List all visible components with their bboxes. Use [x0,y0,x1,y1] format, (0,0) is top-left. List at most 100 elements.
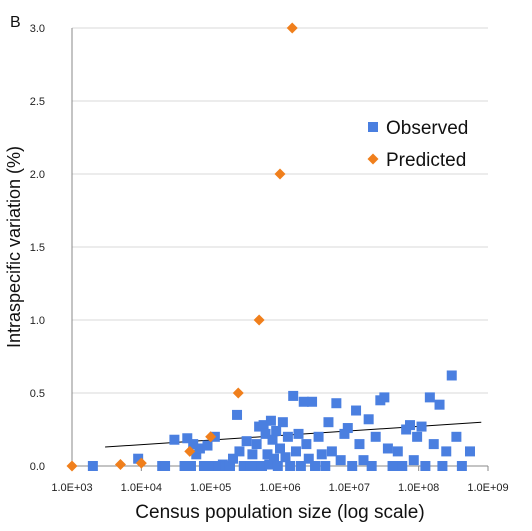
observed-point [370,431,381,442]
observed-point [293,428,304,439]
observed-point [392,446,403,457]
observed-point [339,428,350,439]
observed-point [182,433,193,444]
observed-point [224,461,235,471]
observed-point [397,461,408,471]
observed-point [298,396,309,407]
observed-point [202,440,213,451]
observed-point [249,461,260,471]
x-tick-label: 1.0E+07 [329,482,370,494]
observed-point [285,461,296,471]
observed-point [198,461,209,471]
observed-point [179,461,190,471]
observed-point [160,461,171,471]
observed-point [251,439,262,450]
data-points [66,22,475,472]
observed-point [316,449,327,460]
observed-point [363,414,374,425]
observed-point [412,431,423,442]
y-tick-label: 3.0 [30,23,45,35]
predicted-point [66,460,78,472]
y-tick-label: 2.5 [30,96,45,108]
observed-point [342,423,353,434]
y-tick-label: 1.5 [30,242,45,254]
observed-point [290,446,301,457]
y-tick-label: 1.0 [30,315,45,327]
observed-point [241,436,252,447]
observed-point [269,453,280,464]
observed-point [238,461,249,471]
y-tick-label: 0.0 [30,461,45,473]
legend: Observed Predicted [367,118,468,171]
x-tick-labels: 1.0E+03 1.0E+04 1.0E+05 1.0E+06 1.0E+07 1.0E+… [51,466,509,494]
observed-point [256,461,267,471]
legend-predicted-marker [367,153,379,165]
x-tick-label: 1.0E+08 [398,482,439,494]
observed-point [382,443,393,454]
panel-label: B [10,14,21,31]
observed-point [295,461,306,471]
observed-point [188,439,199,450]
observed-point [277,417,288,428]
observed-point [351,405,362,416]
observed-point [446,370,457,381]
y-tick-label: 2.0 [30,169,45,181]
observed-point [301,439,312,450]
observed-point [347,461,358,471]
observed-point [303,453,314,464]
observed-point [264,459,275,470]
observed-point [358,455,369,466]
observed-point [335,455,346,466]
observed-point [234,446,245,457]
observed-point [87,461,98,471]
observed-point [424,392,435,403]
observed-point [280,452,291,463]
predicted-point [114,459,126,471]
predicted-point [135,457,147,469]
x-tick-label: 1.0E+04 [121,482,162,494]
observed-point [464,446,475,457]
observed-point [437,461,448,471]
observed-point [194,443,205,454]
observed-point [265,415,276,426]
predicted-point [232,387,244,399]
gridlines [72,27,488,394]
observed-point [313,431,324,442]
x-axis-title: Census population size (log scale) [135,502,424,523]
observed-point [441,446,452,457]
observed-point [354,439,365,450]
observed-point [205,461,216,471]
observed-point [408,455,419,466]
observed-point [456,461,467,471]
x-tick-label: 1.0E+06 [259,482,300,494]
x-tick-label: 1.0E+09 [467,482,508,494]
predicted-point [253,314,265,326]
predicted-point [286,22,298,34]
observed-point [169,434,180,445]
observed-point [405,420,416,431]
observed-point [326,446,337,457]
observed-point [420,461,431,471]
observed-point [282,431,293,442]
observed-point [262,449,273,460]
observed-point [307,396,318,407]
observed-point [379,392,390,403]
observed-point [434,399,445,410]
observed-point [387,461,398,471]
legend-observed-label: Observed [386,118,468,139]
observed-point [185,461,196,471]
observed-point [272,461,283,471]
observed-point [232,409,243,420]
x-tick-label: 1.0E+03 [51,482,92,494]
observed-point [247,449,258,460]
y-tick-label: 0.5 [30,388,45,400]
observed-point [288,390,299,401]
observed-point [133,453,144,464]
observed-point [428,439,439,450]
observed-point [331,398,342,409]
y-tick-labels: 0.0 0.5 1.0 1.5 2.0 2.5 3.0 [30,23,45,473]
observed-point [366,461,377,471]
predicted-point [184,445,196,457]
legend-predicted-label: Predicted [386,150,466,171]
observed-point [320,461,331,471]
